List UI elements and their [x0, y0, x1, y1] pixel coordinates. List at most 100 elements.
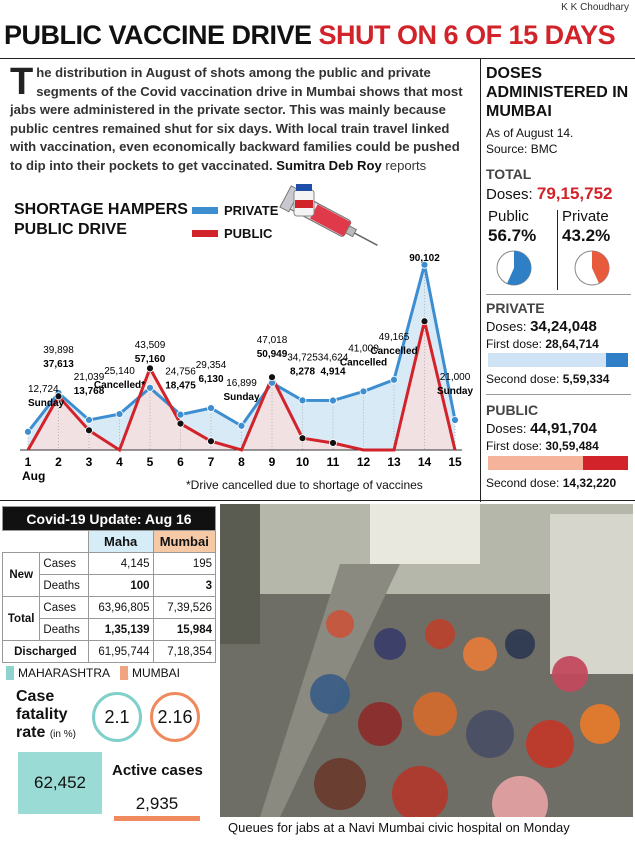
public-data-label: Sunday [28, 398, 65, 409]
x-axis-sublabel: Aug [22, 469, 45, 483]
private-second-dose-fill [605, 353, 628, 367]
public-second-dose-fill [583, 456, 628, 470]
private-data-label: 21,039 [74, 372, 105, 383]
private-point [420, 260, 429, 269]
discharged-maha: 61,95,744 [87, 640, 154, 663]
legend-private-swatch [192, 207, 218, 214]
private-point [237, 421, 246, 430]
total-cases-label: Cases [39, 596, 89, 619]
public-point [420, 317, 429, 326]
x-tick-label: 1 [25, 455, 32, 469]
private-point [451, 416, 459, 424]
legend-public-label: PUBLIC [224, 226, 273, 241]
legend-public-swatch [192, 230, 218, 237]
private-doses-value: 34,24,048 [530, 318, 597, 335]
private-first-line: First dose: 28,64,714 [486, 337, 631, 351]
cfr-label-2: fatality [16, 706, 68, 723]
photo-caption: Queues for jabs at a Navi Mumbai civic h… [228, 820, 570, 835]
x-tick-label: 11 [327, 455, 340, 469]
public-first-label: First dose: [486, 439, 543, 453]
public-heading: PUBLIC [486, 402, 539, 418]
private-doses-line: Doses: 34,24,048 [486, 318, 631, 335]
new-cases-mumbai: 195 [152, 552, 217, 575]
active-mumbai-value: 2,935 [135, 794, 179, 813]
public-data-label: 37,613 [43, 359, 74, 370]
public-doses-value: 44,91,704 [530, 420, 597, 437]
public-data-label: 57,160 [135, 354, 166, 365]
x-tick-label: 10 [296, 455, 310, 469]
credit-line: K K Choudhary [561, 2, 629, 13]
active-mumbai-bar [114, 816, 200, 821]
public-share-label: Public [488, 208, 529, 225]
total-doses-line: Doses: 79,15,752 [486, 184, 631, 204]
headline-part1: PUBLIC VACCINE DRIVE [4, 20, 312, 50]
legend-public: PUBLIC [192, 226, 272, 241]
headline: PUBLIC VACCINE DRIVE SHUT ON 6 OF 15 DAY… [4, 20, 616, 51]
private-data-label: 12,724 [28, 384, 59, 395]
private-data-label: 16,899 [226, 378, 257, 389]
x-tick-label: 5 [147, 455, 154, 469]
col-maha: Maha [87, 530, 154, 553]
x-tick-label: 14 [418, 455, 432, 469]
public-first-value: 30,59,484 [545, 439, 599, 453]
total-cases-maha: 63,96,805 [87, 596, 154, 619]
public-data-label: 6,130 [198, 374, 223, 385]
public-area [28, 321, 455, 450]
row-discharged: Discharged [2, 640, 89, 663]
cfr-label-1: Case [16, 688, 55, 705]
total-deaths-maha: 1,35,139 [87, 618, 154, 641]
public-point [207, 437, 215, 446]
queue-photo [220, 504, 633, 817]
private-point [359, 387, 368, 396]
total-deaths-mumbai: 15,984 [152, 618, 217, 641]
private-first-value: 28,64,714 [545, 337, 599, 351]
total-cases-mumbai: 7,39,526 [152, 596, 217, 619]
active-cases-label: Active cases [112, 762, 203, 779]
chart-footnote: *Drive cancelled due to shortage of vacc… [186, 478, 423, 492]
chart-title: SHORTAGE HAMPERS PUBLIC DRIVE [14, 201, 188, 238]
public-point [146, 364, 154, 373]
covid-update-table: Covid-19 Update: Aug 16 Maha Mumbai New … [1, 506, 217, 663]
public-second-value: 14,32,220 [562, 476, 617, 490]
private-second-line: Second dose: 5,59,334 [486, 372, 631, 386]
x-tick-label: 8 [238, 455, 245, 469]
private-point [115, 410, 124, 418]
legend-maha-label: MAHARASHTRA [18, 666, 111, 680]
private-data-label: 39,898 [43, 345, 74, 356]
public-data-label: Cancelled* [94, 380, 145, 391]
private-share-pie [574, 250, 610, 286]
private-data-label: 34,624 [318, 353, 349, 364]
public-data-label: 50,949 [257, 349, 288, 360]
new-deaths-maha: 100 [87, 574, 154, 597]
public-data-label: 13,768 [74, 386, 105, 397]
cfr-label-3-line: rate (in %) [16, 724, 76, 744]
public-data-label: Cancelled [340, 357, 387, 368]
private-data-label: 41,000 [348, 343, 379, 354]
public-doses-line: Doses: 44,91,704 [486, 420, 631, 437]
private-data-label: 24,756 [165, 367, 196, 378]
private-share-label: Private [562, 208, 609, 225]
x-tick-label: 9 [269, 455, 276, 469]
private-area [28, 264, 455, 450]
x-tick-label: 4 [116, 455, 123, 469]
private-data-label: 47,018 [257, 335, 288, 346]
doses-source: Source: BMC [486, 142, 558, 156]
private-point [85, 416, 93, 424]
new-cases-maha: 4,145 [87, 552, 154, 575]
legend-private: PRIVATE [192, 203, 278, 218]
public-series-line [26, 320, 457, 453]
table-corner [3, 531, 89, 553]
section-rule [0, 500, 635, 501]
headline-part2: SHUT ON 6 OF 15 DAYS [318, 20, 616, 50]
private-point [146, 383, 154, 392]
reporter-name: Sumitra Deb Roy [276, 157, 382, 173]
private-point [176, 410, 185, 419]
public-share-pie [496, 250, 532, 286]
photo-illustration [220, 504, 633, 817]
discharged-mumbai: 7,18,354 [152, 640, 217, 663]
private-data-label: 21,000 [440, 372, 471, 383]
new-deaths-label: Deaths [39, 574, 89, 597]
private-data-label: 1,29,625 [405, 250, 444, 252]
share-divider [557, 210, 558, 290]
headline-rule [0, 58, 635, 59]
